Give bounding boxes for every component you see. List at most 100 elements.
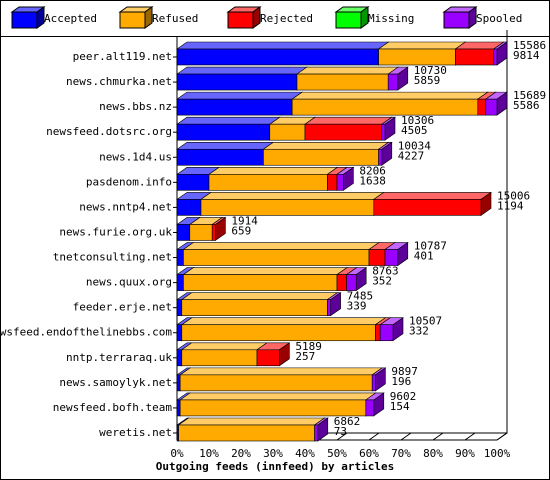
bar-front [379, 324, 394, 342]
x-tick-label: 70% [391, 447, 411, 460]
bar-top [177, 417, 326, 426]
bar-segment [372, 191, 492, 216]
accepted-label: 339 [347, 300, 367, 313]
bar-front [176, 224, 191, 241]
bar-front [176, 123, 271, 141]
bar-front [176, 148, 264, 166]
offered-label: 8763 [372, 265, 399, 278]
accepted-label: 4227 [398, 149, 425, 162]
x-tick-label: 30% [263, 447, 283, 460]
offered-label: 10507 [409, 315, 442, 328]
y-tick-label: nntp.terraraq.uk [66, 351, 172, 364]
bar-front [493, 48, 498, 66]
legend-label: Rejected [260, 12, 313, 25]
bar-top [176, 41, 390, 50]
accepted-label: 401 [414, 250, 434, 263]
offered-label: 7485 [347, 290, 374, 303]
bar-segment [377, 141, 393, 166]
accepted-label: 332 [409, 325, 429, 338]
bar-segment [176, 141, 275, 166]
offered-label: 10787 [414, 240, 447, 253]
bar-top [296, 66, 400, 75]
legend-label: Refused [152, 12, 198, 25]
legend-swatch [118, 6, 154, 29]
bar-front [176, 374, 181, 392]
bar-front [176, 199, 202, 216]
bar-front [176, 73, 298, 91]
bar-top [372, 192, 492, 200]
bar-front [176, 324, 183, 342]
bar-segment [291, 91, 489, 116]
bar-front [181, 349, 258, 367]
bar-front [455, 48, 495, 66]
bar-segment [176, 66, 308, 91]
legend-label: Spooled [476, 12, 522, 25]
bar-front [256, 349, 280, 367]
bar-front [378, 48, 456, 66]
x-tick-label: 10% [199, 447, 219, 460]
y-tick-label: news.chmurka.net [66, 75, 172, 88]
bar-front [378, 148, 383, 166]
bar-front [477, 98, 487, 116]
bar-front [179, 399, 367, 417]
offered-label: 15689 [513, 89, 546, 102]
legend-label: Accepted [44, 12, 97, 25]
y-tick-label: news.1d4.us [99, 150, 172, 163]
y-tick-label: tnetconsulting.net [53, 251, 172, 264]
offered-label: 9897 [391, 365, 418, 378]
bar-top [304, 116, 393, 125]
bar-top [182, 242, 380, 250]
bar-front [179, 374, 373, 392]
x-tick-label: 60% [359, 447, 379, 460]
bar-front [176, 48, 379, 66]
bar-segment [345, 267, 368, 292]
bar-segment [377, 41, 467, 66]
bar-segment [387, 66, 409, 91]
legend-swatch-front [443, 11, 470, 29]
bar-front [387, 73, 399, 91]
bar-segment [177, 417, 326, 442]
bar-front [183, 249, 370, 266]
bar-segment [484, 91, 508, 116]
bar-segment [380, 116, 396, 141]
bar-segment [371, 367, 387, 392]
bar-segment [200, 191, 385, 216]
tick-mark [432, 432, 444, 441]
bar-top [179, 367, 384, 376]
bar-top [200, 192, 385, 200]
y-tick-label: weretis.net [99, 426, 172, 439]
x-tick-label: 40% [295, 447, 315, 460]
y-tick-label: peer.alt119.net [73, 50, 172, 63]
bar-segment [208, 166, 339, 191]
y-tick-label: pasdenom.info [86, 175, 172, 188]
tick-mark [336, 432, 348, 441]
bar-front [176, 98, 293, 116]
bar-front [176, 249, 184, 266]
bar-segment [179, 392, 377, 417]
bar-segment [304, 116, 393, 141]
bar-segment [180, 342, 268, 367]
bar-front [327, 174, 338, 191]
bar-front [365, 399, 375, 417]
accepted-label: 73 [334, 425, 347, 438]
bar-top [180, 342, 268, 351]
offered-label: 10034 [398, 139, 431, 152]
x-tick-label: 50% [327, 447, 347, 460]
bar-top [179, 392, 377, 401]
accepted-label: 154 [390, 400, 410, 413]
bar-segment [176, 91, 304, 116]
y-tick-label: news.bbs.nz [99, 100, 172, 113]
bar-front [373, 199, 482, 216]
bar-front [384, 249, 399, 266]
bar-segment [179, 367, 384, 392]
bar-segment [180, 317, 387, 342]
bar-front [176, 399, 181, 417]
bar-front [314, 424, 319, 442]
bar-top [377, 41, 467, 50]
y-tick-label: news.samoylyk.net [59, 376, 172, 389]
bar-front [263, 148, 379, 166]
legend-swatch-front [335, 11, 362, 29]
accepted-label: 257 [295, 350, 315, 363]
bar-segment [182, 267, 348, 292]
